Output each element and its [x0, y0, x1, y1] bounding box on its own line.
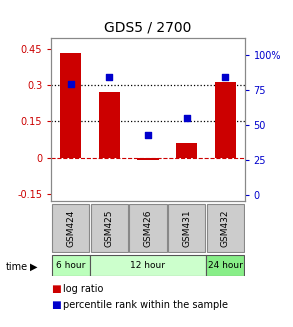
Text: ▶: ▶ [30, 262, 38, 271]
Text: percentile rank within the sample: percentile rank within the sample [63, 300, 228, 310]
Text: time: time [6, 262, 28, 271]
Bar [52, 204, 89, 252]
Text: GSM426: GSM426 [144, 209, 152, 247]
Text: ■: ■ [51, 300, 61, 310]
Text: GSM424: GSM424 [66, 209, 75, 247]
Point [184, 115, 189, 121]
Bar [176, 143, 197, 158]
Point [68, 82, 73, 87]
Bar [168, 204, 205, 252]
Text: 12 hour: 12 hour [130, 261, 166, 270]
Text: 6 hour: 6 hour [56, 261, 85, 270]
Bar [90, 254, 206, 276]
Text: ■: ■ [51, 284, 61, 294]
Text: 24 hour: 24 hour [208, 261, 243, 270]
Bar [91, 204, 128, 252]
Bar [60, 53, 81, 158]
Text: GSM432: GSM432 [221, 209, 230, 247]
Bar [137, 158, 159, 160]
Bar [206, 254, 244, 276]
Text: GSM425: GSM425 [105, 209, 114, 247]
Bar [215, 82, 236, 158]
Point [223, 75, 228, 80]
Bar [52, 254, 90, 276]
Bar [99, 92, 120, 158]
Point [107, 75, 112, 80]
Bar [130, 204, 166, 252]
Bar [207, 204, 244, 252]
Text: GSM431: GSM431 [182, 209, 191, 247]
Text: GDS5 / 2700: GDS5 / 2700 [104, 20, 192, 34]
Point [146, 132, 150, 137]
Text: log ratio: log ratio [63, 284, 103, 294]
